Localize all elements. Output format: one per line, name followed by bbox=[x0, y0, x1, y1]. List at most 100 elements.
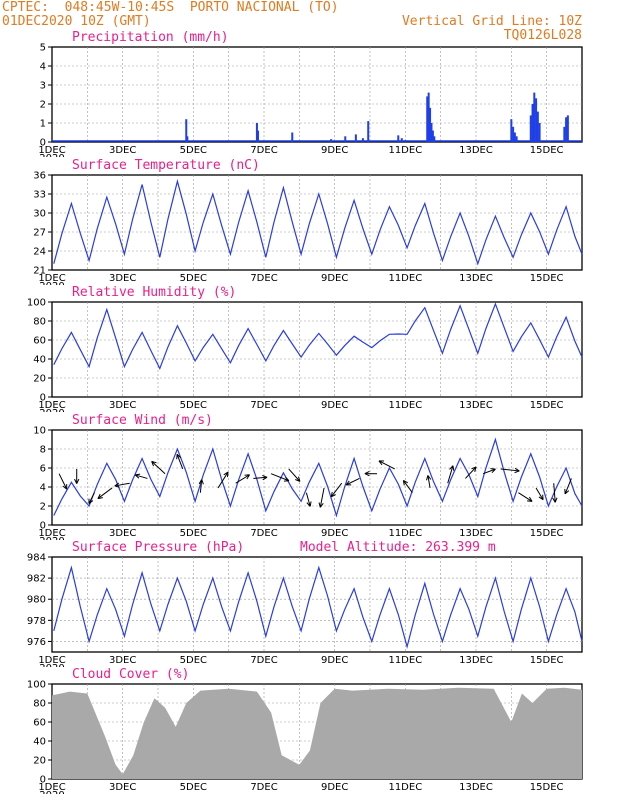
precip-bar bbox=[354, 134, 357, 142]
precip-bar bbox=[565, 117, 568, 142]
wind-arrow-head bbox=[403, 480, 409, 484]
panel-title: Surface Wind (m/s) bbox=[72, 413, 213, 428]
y-tick-label: 0 bbox=[40, 138, 46, 149]
wind-arrow-head bbox=[176, 453, 182, 459]
x-tick-label: 3DEC bbox=[109, 400, 136, 411]
precip-bar bbox=[510, 119, 513, 142]
wind-arrow bbox=[88, 492, 95, 504]
precip-bar bbox=[566, 115, 569, 142]
wind-arrow-head bbox=[262, 475, 268, 478]
y-tick-label: 8 bbox=[40, 445, 46, 456]
wind-arrow bbox=[270, 473, 290, 482]
wind-arrow bbox=[114, 482, 130, 487]
wind-arrow-head bbox=[246, 474, 250, 480]
x-tick-label: 7DEC bbox=[250, 528, 277, 539]
wind-arrow bbox=[305, 492, 311, 507]
precip-bar bbox=[431, 130, 434, 142]
precip-bar bbox=[291, 132, 294, 142]
y-tick-label: 80 bbox=[33, 699, 46, 710]
precip-bar bbox=[513, 132, 516, 142]
x-tick-label: 9DEC bbox=[321, 273, 348, 284]
x-tick-label: 13DEC bbox=[459, 145, 493, 156]
panel-title: Cloud Cover (%) bbox=[72, 667, 189, 682]
x-tick-label: 15DEC bbox=[530, 273, 564, 284]
wind-arrow bbox=[319, 487, 325, 508]
panel-3 bbox=[48, 429, 583, 526]
x-tick-label: 13DEC bbox=[459, 782, 493, 793]
y-tick-label: 4 bbox=[40, 483, 46, 494]
y-tick-label: 0 bbox=[40, 775, 46, 786]
x-tick-label: 15DEC bbox=[530, 782, 564, 793]
panel-frame bbox=[51, 46, 583, 143]
x-year-label: 2020 bbox=[39, 663, 64, 674]
x-tick-label: 3DEC bbox=[109, 145, 136, 156]
model-altitude-label: Model Altitude: 263.399 m bbox=[300, 540, 496, 555]
wind-arrow-head bbox=[76, 478, 80, 484]
x-tick-label: 15DEC bbox=[530, 145, 564, 156]
y-tick-label: 982 bbox=[27, 574, 46, 585]
wind-arrow bbox=[345, 478, 360, 486]
y-tick-label: 80 bbox=[33, 317, 46, 328]
wind-arrow bbox=[58, 473, 68, 490]
y-tick-label: 978 bbox=[27, 616, 46, 627]
header-date: 01DEC2020 10Z (GMT) bbox=[2, 14, 151, 29]
y-tick-label: 40 bbox=[33, 737, 46, 748]
panel-2 bbox=[48, 301, 583, 398]
y-tick-label: 2 bbox=[40, 100, 46, 111]
precip-bar bbox=[427, 92, 430, 142]
wind-arrow-head bbox=[114, 485, 120, 488]
x-tick-label: 9DEC bbox=[321, 528, 348, 539]
x-tick-label: 13DEC bbox=[459, 528, 493, 539]
wind-arrow bbox=[465, 466, 477, 479]
precip-bar bbox=[367, 121, 370, 142]
y-tick-label: 33 bbox=[33, 190, 46, 201]
x-year-label: 2020 bbox=[39, 408, 64, 419]
series-line bbox=[53, 302, 583, 370]
y-tick-label: 20 bbox=[33, 374, 46, 385]
wind-arrow-head bbox=[319, 502, 324, 508]
series-line bbox=[53, 437, 583, 518]
precip-bar bbox=[400, 138, 403, 142]
x-tick-label: 5DEC bbox=[180, 273, 207, 284]
x-year-label: 2020 bbox=[39, 153, 64, 164]
wind-arrow-head bbox=[514, 470, 520, 474]
wind-arrow bbox=[135, 474, 148, 479]
x-year-label: 2020 bbox=[39, 536, 64, 547]
precip-bar bbox=[426, 96, 429, 142]
y-tick-label: 4 bbox=[40, 62, 46, 73]
series-line bbox=[53, 178, 583, 266]
wind-arrow-head bbox=[114, 482, 120, 487]
wind-arrow-head bbox=[74, 478, 78, 484]
wind-arrow-head bbox=[564, 490, 570, 495]
x-tick-label: 9DEC bbox=[321, 782, 348, 793]
x-year-label: 2020 bbox=[39, 790, 64, 800]
x-tick-label: 11DEC bbox=[388, 655, 422, 666]
wind-arrow-head bbox=[449, 465, 454, 470]
panel-title: Surface Pressure (hPa) bbox=[72, 540, 244, 555]
panel-5 bbox=[48, 683, 583, 780]
y-tick-label: 6 bbox=[40, 464, 46, 475]
wind-arrow-head bbox=[151, 460, 157, 464]
x-tick-label: 3DEC bbox=[109, 273, 136, 284]
precip-bar bbox=[361, 138, 364, 142]
x-tick-label: 3DEC bbox=[109, 655, 136, 666]
precip-bar bbox=[536, 111, 539, 142]
wind-arrow-head bbox=[527, 500, 533, 502]
wind-arrow-head bbox=[201, 479, 204, 485]
y-tick-label: 976 bbox=[27, 637, 46, 648]
x-tick-label: 1DEC bbox=[38, 145, 65, 156]
y-tick-label: 20 bbox=[33, 756, 46, 767]
y-tick-label: 100 bbox=[27, 298, 46, 309]
y-tick-label: 60 bbox=[33, 336, 46, 347]
wind-arrow-head bbox=[309, 501, 312, 507]
wind-arrow-head bbox=[223, 471, 229, 476]
wind-arrow bbox=[330, 482, 343, 498]
wind-arrow bbox=[500, 468, 520, 472]
x-tick-label: 5DEC bbox=[180, 400, 207, 411]
wind-arrow-head bbox=[378, 460, 383, 466]
wind-arrow-head bbox=[97, 497, 103, 500]
x-tick-label: 5DEC bbox=[180, 145, 207, 156]
wind-arrow-head bbox=[552, 497, 556, 503]
y-tick-label: 100 bbox=[27, 680, 46, 691]
